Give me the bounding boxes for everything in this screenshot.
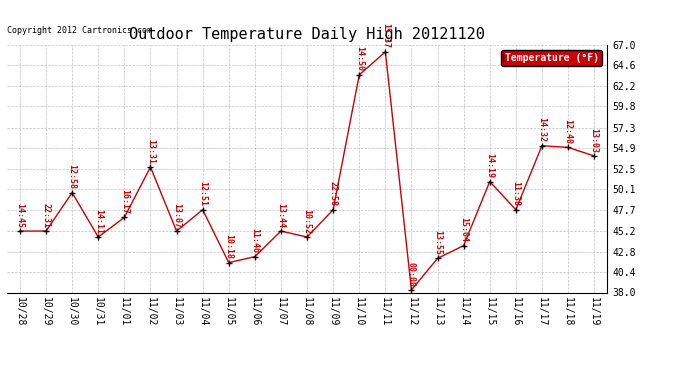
- Text: 12:51: 12:51: [198, 181, 207, 206]
- Text: 15:04: 15:04: [459, 217, 468, 242]
- Text: 15:37: 15:37: [381, 23, 390, 48]
- Text: 14:11: 14:11: [94, 209, 103, 234]
- Text: 22:31: 22:31: [41, 202, 50, 228]
- Text: 13:44: 13:44: [277, 202, 286, 228]
- Text: 11:38: 11:38: [511, 181, 520, 206]
- Text: 14:32: 14:32: [538, 117, 546, 142]
- Text: 12:58: 12:58: [68, 164, 77, 189]
- Text: 16:17: 16:17: [120, 189, 129, 214]
- Text: 13:07: 13:07: [172, 202, 181, 228]
- Text: 13:31: 13:31: [146, 139, 155, 164]
- Text: 10:18: 10:18: [224, 234, 233, 259]
- Text: 14:19: 14:19: [485, 153, 494, 178]
- Title: Outdoor Temperature Daily High 20121120: Outdoor Temperature Daily High 20121120: [129, 27, 485, 42]
- Legend: Temperature (°F): Temperature (°F): [500, 50, 602, 66]
- Text: 13:03: 13:03: [590, 128, 599, 153]
- Text: 13:55: 13:55: [433, 230, 442, 255]
- Text: 00:00: 00:00: [407, 261, 416, 286]
- Text: 22:58: 22:58: [328, 181, 337, 206]
- Text: 14:50: 14:50: [355, 46, 364, 72]
- Text: 10:52: 10:52: [302, 209, 312, 234]
- Text: Copyright 2012 Cartronics.com: Copyright 2012 Cartronics.com: [7, 26, 152, 35]
- Text: 14:45: 14:45: [15, 202, 24, 228]
- Text: 12:40: 12:40: [564, 119, 573, 144]
- Text: 11:46: 11:46: [250, 228, 259, 253]
